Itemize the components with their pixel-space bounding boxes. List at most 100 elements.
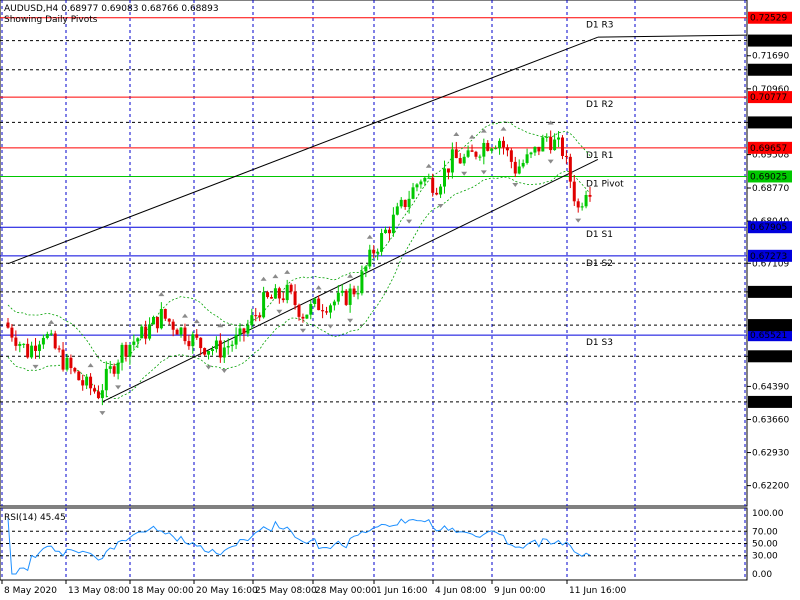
candle-body — [557, 137, 561, 140]
candle — [301, 313, 305, 323]
price-tag: 0.67273 — [748, 249, 792, 262]
candle-body — [297, 304, 301, 317]
fractal-down-icon — [32, 364, 39, 369]
fractal-up-icon — [425, 163, 432, 168]
pivot-label-d1-s2: D1 S2 — [586, 259, 613, 269]
candle — [234, 327, 238, 350]
pivot-label-d1-r2: D1 R2 — [586, 100, 614, 110]
x-tick-label: 20 May 16:00 — [196, 586, 258, 596]
candle — [262, 286, 266, 319]
price-tag: 0.65055 — [748, 350, 792, 363]
x-tick-label: 1 Jun 16:00 — [376, 586, 428, 596]
candle — [250, 308, 254, 330]
candle — [380, 228, 384, 257]
price-tag-label: 0.71381 — [750, 66, 787, 76]
candle-body — [285, 284, 289, 301]
candle-body — [356, 293, 360, 295]
candle-body — [163, 309, 167, 319]
price-tag-bg — [748, 221, 792, 234]
fractal-up-icon — [366, 234, 373, 239]
fractal-up-icon — [453, 131, 460, 136]
candle-body — [517, 166, 521, 174]
rsi-layer — [0, 518, 747, 575]
candle — [37, 340, 41, 359]
candle-body — [533, 146, 537, 153]
candle — [226, 338, 230, 355]
price-tag-bg — [748, 329, 792, 342]
candle-body — [505, 147, 509, 151]
candle-body — [321, 310, 325, 312]
candle — [148, 317, 152, 341]
candle-body — [195, 334, 199, 338]
candle — [230, 340, 234, 352]
candle-body — [380, 233, 384, 252]
candle-body — [266, 292, 270, 298]
envelope-layer — [7, 121, 591, 399]
candle-body — [446, 168, 450, 173]
rsi-tick-label: 70.00 — [752, 527, 778, 537]
candle — [557, 131, 561, 148]
candle — [466, 145, 470, 158]
candle — [218, 333, 222, 363]
fractal-down-icon — [276, 309, 283, 314]
candle — [281, 292, 285, 303]
fractal-up-icon — [284, 269, 291, 274]
candle-body — [509, 150, 513, 162]
trend-lines-layer — [7, 34, 748, 403]
candle-body — [93, 388, 97, 392]
y-tick-label: 0.71690 — [752, 52, 789, 62]
fractal-down-icon — [547, 159, 554, 164]
candle — [364, 265, 368, 278]
candle-body — [30, 345, 34, 358]
candle — [560, 135, 564, 160]
pivot-label-d1-pivot: D1 Pivot — [586, 179, 624, 189]
candle-body — [96, 391, 100, 399]
time-axis[interactable]: 8 May 2020 13 May 08:00 18 May 00:00 20 May… — [1, 580, 626, 596]
candle — [65, 353, 69, 372]
fractal-down-icon — [461, 171, 468, 176]
candle-body — [332, 301, 336, 306]
candle — [159, 302, 163, 330]
candle-body — [49, 333, 53, 335]
candle-body — [474, 151, 478, 157]
candle — [328, 303, 332, 319]
fractal-down-icon — [512, 183, 519, 188]
price-tag-label: 0.65744 — [750, 321, 787, 331]
candle — [431, 173, 435, 197]
candle-body — [348, 288, 352, 305]
candle-body — [427, 177, 431, 179]
candle-body — [328, 305, 332, 313]
candle — [124, 341, 128, 362]
price-tag-label: 0.65521 — [750, 331, 787, 341]
x-tick-label: 18 May 00:00 — [132, 586, 194, 596]
candle — [45, 331, 49, 340]
candle-body — [462, 156, 466, 164]
candle-body — [10, 327, 14, 338]
candle — [356, 285, 360, 300]
candle-body — [525, 154, 529, 163]
rsi-tick-label: 0.00 — [752, 570, 772, 580]
fractal-up-icon — [48, 319, 55, 324]
candle-body — [155, 316, 159, 329]
candle — [309, 300, 313, 320]
candle — [14, 330, 18, 351]
candle — [155, 316, 159, 333]
y-tick-label: 0.70960 — [752, 85, 789, 95]
candle — [53, 330, 57, 350]
candle-body — [344, 290, 348, 305]
candle — [576, 198, 580, 213]
price-tag-bg — [748, 63, 792, 76]
price-tag: 0.67905 — [748, 221, 792, 234]
candle — [478, 154, 482, 161]
candle — [61, 342, 65, 372]
candle-body — [301, 316, 305, 319]
rsi-tick-label: 50.00 — [752, 540, 778, 550]
price-axis[interactable]: 0.716900.709600.702180.695080.687700.680… — [747, 11, 792, 580]
candle-body — [309, 304, 313, 315]
y-tick-label: 0.62930 — [752, 449, 789, 459]
candles-layer — [6, 130, 592, 406]
candle-body — [576, 201, 580, 208]
pivot-label-d1-s3: D1 S3 — [586, 338, 613, 348]
price-tag-bg — [748, 11, 792, 24]
